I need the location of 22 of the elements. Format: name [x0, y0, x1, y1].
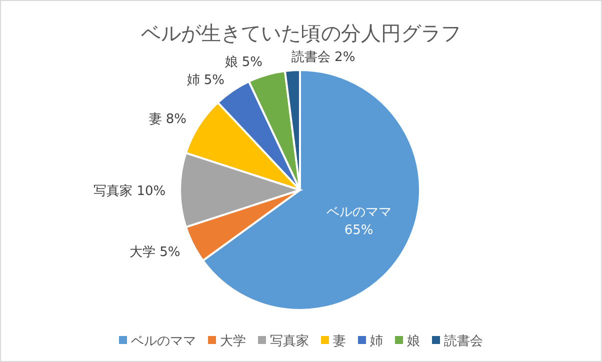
legend-label: 写真家 [270, 333, 309, 349]
legend-label: 妻 [333, 334, 346, 349]
legend-label: 大学 [220, 334, 246, 349]
slice-label: 写真家 [94, 183, 133, 199]
data-label: 5% [160, 245, 180, 260]
chart-title: ベルが生きていた頃の分人円グラフ [141, 21, 461, 45]
data-label: 5% [204, 72, 224, 88]
slice-label: 読書会 [292, 50, 331, 65]
legend-label: 娘 [407, 334, 420, 349]
slice-label: 娘 [224, 54, 238, 70]
data-label: 10% [136, 184, 166, 199]
slice-label: 大学 [130, 245, 156, 260]
slice-label: 妻 [148, 112, 162, 127]
slice-label: ベルのママ [326, 204, 392, 220]
slice-label: 姉 [186, 72, 200, 88]
data-label: 8% [166, 112, 187, 127]
data-label: 2% [334, 50, 356, 65]
legend-label: ベルのママ [131, 334, 196, 349]
legend-label: 姉 [370, 334, 383, 349]
legend-label: 読書会 [444, 334, 483, 349]
data-label: 65% [344, 222, 374, 238]
data-label: 5% [242, 54, 263, 70]
